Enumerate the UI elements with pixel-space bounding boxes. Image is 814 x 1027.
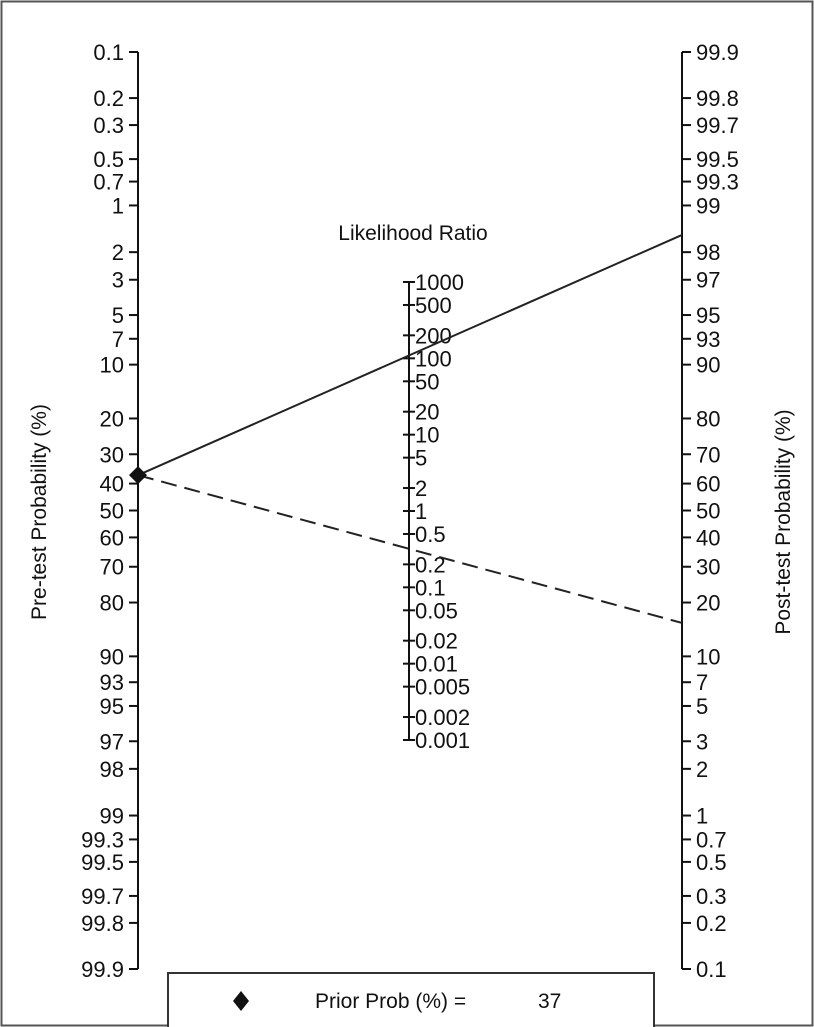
pre-test-axis-tick-label: 99.7 (81, 884, 124, 909)
lr-axis-tick-label: 0.005 (415, 675, 470, 700)
pre-test-axis-tick-label: 80 (100, 591, 124, 616)
post-test-axis-tick-label: 99.3 (696, 170, 739, 195)
pre-test-axis-tick-label: 97 (100, 729, 124, 754)
post-test-axis-tick-label: 80 (696, 406, 720, 431)
dashed-lr-line (137, 474, 683, 624)
lr-axis-tick-label: 1 (415, 499, 427, 524)
post-test-axis-tick-label: 1 (696, 804, 708, 829)
lr-axis-tick-label: 2 (415, 476, 427, 501)
post-test-axis-tick-label: 97 (696, 268, 720, 293)
pre-test-axis-tick-label: 5 (112, 303, 124, 328)
lr-axis-tick-label: 20 (415, 400, 439, 425)
lr-axis-tick-label: 0.05 (415, 598, 458, 623)
pre-test-axis-tick-label: 99.9 (81, 957, 124, 982)
lr-axis-tick-label: 0.5 (415, 522, 446, 547)
legend: Prior Prob (%) = 37 (167, 972, 655, 1027)
pre-test-axis-tick-label: 0.1 (93, 40, 124, 65)
pre-test-axis-tick-label: 0.7 (93, 170, 124, 195)
pre-test-axis-tick-label: 60 (100, 525, 124, 550)
post-test-axis-tick-label: 98 (696, 240, 720, 265)
post-test-axis-tick-label: 70 (696, 442, 720, 467)
nomogram-lines (137, 233, 683, 624)
prior-diamond-marker (129, 466, 147, 485)
diamond-legend-icon (233, 991, 249, 1011)
post-test-axis-tick-label: 20 (696, 591, 720, 616)
right-axis-title: Post-test Probability (%) (772, 409, 795, 634)
pre-test-axis-tick-label: 0.5 (93, 147, 124, 172)
pre-test-axis-tick-label: 90 (100, 644, 124, 669)
post-test-axis-tick-label: 0.2 (696, 911, 727, 936)
solid-lr-line (137, 233, 683, 477)
pre-test-axis-tick-label: 2 (112, 240, 124, 265)
pre-test-axis-tick-label: 50 (100, 499, 124, 524)
post-test-axis-tick-label: 99.9 (696, 40, 739, 65)
post-test-axis-tick-label: 95 (696, 303, 720, 328)
post-test-axis-tick-label: 0.1 (696, 957, 727, 982)
pre-test-axis-tick-label: 0.2 (93, 86, 124, 111)
pre-test-axis-tick-label: 40 (100, 472, 124, 497)
post-test-axis-tick-label: 5 (696, 694, 708, 719)
pre-test-axis-tick-label: 3 (112, 268, 124, 293)
post-test-axis-tick-label: 30 (696, 555, 720, 580)
post-test-axis-tick-label: 90 (696, 353, 720, 378)
lr-axis-tick-label: 0.1 (415, 575, 446, 600)
post-test-axis-tick-label: 10 (696, 644, 720, 669)
lr-axis-tick-label: 1000 (415, 270, 464, 295)
post-test-axis-tick-label: 7 (696, 670, 708, 695)
lr-axis-tick-label: 50 (415, 369, 439, 394)
legend-value: 37 (538, 990, 561, 1013)
post-test-axis-tick-label: 99 (696, 193, 720, 218)
pre-test-axis-tick-label: 99 (100, 804, 124, 829)
pre-test-axis-tick-label: 99.8 (81, 911, 124, 936)
post-test-axis-tick-label: 99.7 (696, 113, 739, 138)
prior-marker-layer (129, 466, 147, 485)
lr-axis-tick-label: 0.2 (415, 552, 446, 577)
post-test-axis-tick-label: 0.5 (696, 850, 727, 875)
lr-axis-tick-label: 5 (415, 446, 427, 471)
pre-test-axis-tick-label: 98 (100, 757, 124, 782)
lr-axis-tick-label: 0.001 (415, 728, 470, 753)
legend-label: Prior Prob (%) = (315, 990, 466, 1013)
pre-test-axis-tick-label: 10 (100, 353, 124, 378)
post-test-axis-tick-label: 99.8 (696, 86, 739, 111)
pre-test-axis-tick-label: 95 (100, 694, 124, 719)
pre-test-axis-tick-label: 30 (100, 442, 124, 467)
likelihood-ratio-axis: 10005002001005020105210.50.20.10.050.020… (403, 270, 470, 753)
pre-test-axis-tick-label: 70 (100, 555, 124, 580)
post-test-axis-tick-label: 93 (696, 327, 720, 352)
post-test-axis-tick-label: 0.7 (696, 827, 727, 852)
pre-test-axis-tick-label: 99.3 (81, 827, 124, 852)
lr-axis-tick-label: 500 (415, 293, 452, 318)
post-test-axis-tick-label: 60 (696, 472, 720, 497)
pre-test-axis-tick-label: 1 (112, 193, 124, 218)
pre-test-axis-tick-label: 99.5 (81, 850, 124, 875)
pre-test-axis-tick-label: 7 (112, 327, 124, 352)
middle-axis-title: Likelihood Ratio (338, 222, 487, 245)
pre-test-axis-tick-label: 0.3 (93, 113, 124, 138)
post-test-axis: 99.999.899.799.599.399989795939080706050… (681, 40, 739, 982)
pre-test-axis-tick-label: 93 (100, 670, 124, 695)
left-axis-title: Pre-test Probability (%) (28, 404, 51, 620)
post-test-axis-tick-label: 40 (696, 525, 720, 550)
lr-axis-tick-label: 10 (415, 423, 439, 448)
pre-test-axis-tick-label: 20 (100, 406, 124, 431)
lr-axis-tick-label: 0.002 (415, 705, 470, 730)
lr-axis-tick-label: 0.02 (415, 629, 458, 654)
post-test-axis-tick-label: 3 (696, 729, 708, 754)
lr-axis-tick-label: 0.01 (415, 652, 458, 677)
legend-box (167, 972, 655, 1027)
post-test-axis-tick-label: 50 (696, 499, 720, 524)
post-test-axis-tick-label: 2 (696, 757, 708, 782)
post-test-axis-tick-label: 99.5 (696, 147, 739, 172)
post-test-axis-tick-label: 0.3 (696, 884, 727, 909)
